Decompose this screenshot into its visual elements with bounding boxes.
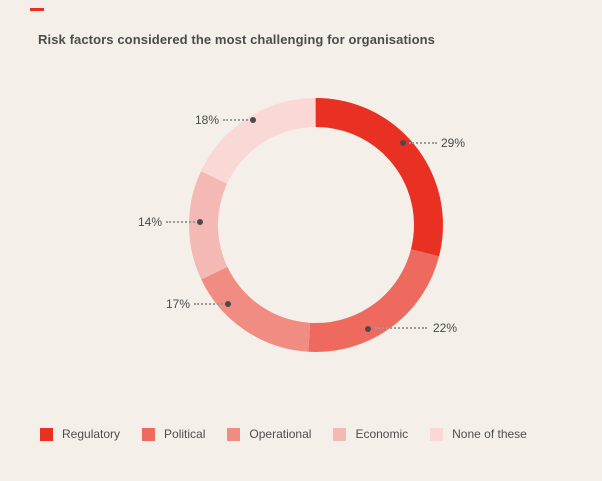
data-label-14pct: 14% bbox=[137, 215, 162, 229]
data-label-29pct: 29% bbox=[441, 136, 466, 150]
leader-line bbox=[409, 142, 437, 144]
leader-anchor-dot bbox=[225, 301, 231, 307]
legend-item-regulatory[interactable]: Regulatory bbox=[40, 427, 120, 441]
leader-line bbox=[194, 303, 223, 305]
leader-anchor-dot bbox=[365, 326, 371, 332]
legend-label: Regulatory bbox=[62, 427, 121, 441]
data-label-18pct: 18% bbox=[194, 113, 219, 127]
legend-label: Operational bbox=[249, 427, 312, 441]
legend-label: Economic bbox=[355, 427, 409, 441]
legend-item-operational[interactable]: Operational bbox=[227, 427, 311, 441]
legend-item-none-of-these[interactable]: None of these bbox=[430, 427, 527, 441]
legend-swatch-icon bbox=[40, 427, 53, 441]
donut-segment-none-of-these[interactable] bbox=[189, 98, 443, 352]
legend-swatch-icon bbox=[430, 427, 444, 441]
legend-swatch-icon bbox=[227, 427, 241, 441]
legend-item-economic[interactable]: Economic bbox=[333, 427, 408, 441]
leader-anchor-dot bbox=[197, 219, 203, 225]
legend-item-political[interactable]: Political bbox=[142, 427, 205, 441]
donut-segment-economic[interactable] bbox=[189, 98, 443, 352]
donut-segment-political[interactable] bbox=[189, 98, 443, 352]
legend: Regulatory Political Operational Economic No… bbox=[40, 427, 527, 441]
legend-swatch-icon bbox=[142, 427, 156, 441]
legend-label: Political bbox=[164, 427, 206, 441]
legend-swatch-icon bbox=[333, 427, 347, 441]
leader-anchor-dot bbox=[250, 117, 256, 123]
donut-segments-group bbox=[189, 98, 443, 352]
leader-line bbox=[375, 327, 427, 329]
data-label-17pct: 17% bbox=[165, 297, 190, 311]
leader-line bbox=[223, 119, 248, 121]
chart-title: Risk factors considered the most challen… bbox=[38, 32, 435, 47]
leader-anchor-dot bbox=[400, 140, 406, 146]
legend-label: None of these bbox=[452, 427, 527, 441]
leader-line bbox=[166, 221, 195, 223]
data-label-22pct: 22% bbox=[433, 321, 458, 335]
accent-dash bbox=[30, 8, 44, 11]
